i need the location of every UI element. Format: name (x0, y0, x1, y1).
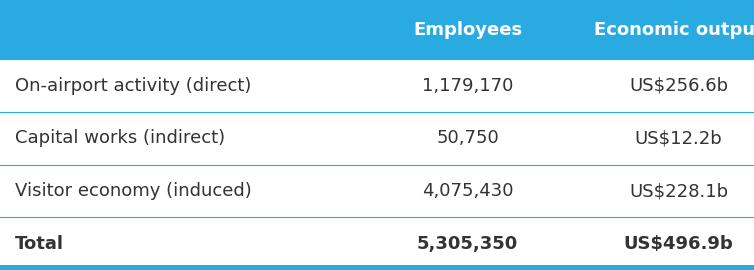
Text: 5,305,350: 5,305,350 (417, 235, 518, 253)
Text: US$12.2b: US$12.2b (635, 129, 722, 147)
Text: Capital works (indirect): Capital works (indirect) (15, 129, 225, 147)
Text: Employees: Employees (413, 21, 522, 39)
Text: On-airport activity (direct): On-airport activity (direct) (15, 77, 251, 95)
Text: 1,179,170: 1,179,170 (421, 77, 513, 95)
FancyBboxPatch shape (0, 265, 754, 270)
Text: Visitor economy (induced): Visitor economy (induced) (15, 182, 252, 200)
Text: 50,750: 50,750 (436, 129, 499, 147)
Text: Economic output: Economic output (593, 21, 754, 39)
Text: Total: Total (15, 235, 64, 253)
Text: 4,075,430: 4,075,430 (421, 182, 513, 200)
Text: US$496.9b: US$496.9b (624, 235, 734, 253)
Text: US$256.6b: US$256.6b (629, 77, 728, 95)
Text: US$228.1b: US$228.1b (629, 182, 728, 200)
FancyBboxPatch shape (0, 0, 754, 59)
